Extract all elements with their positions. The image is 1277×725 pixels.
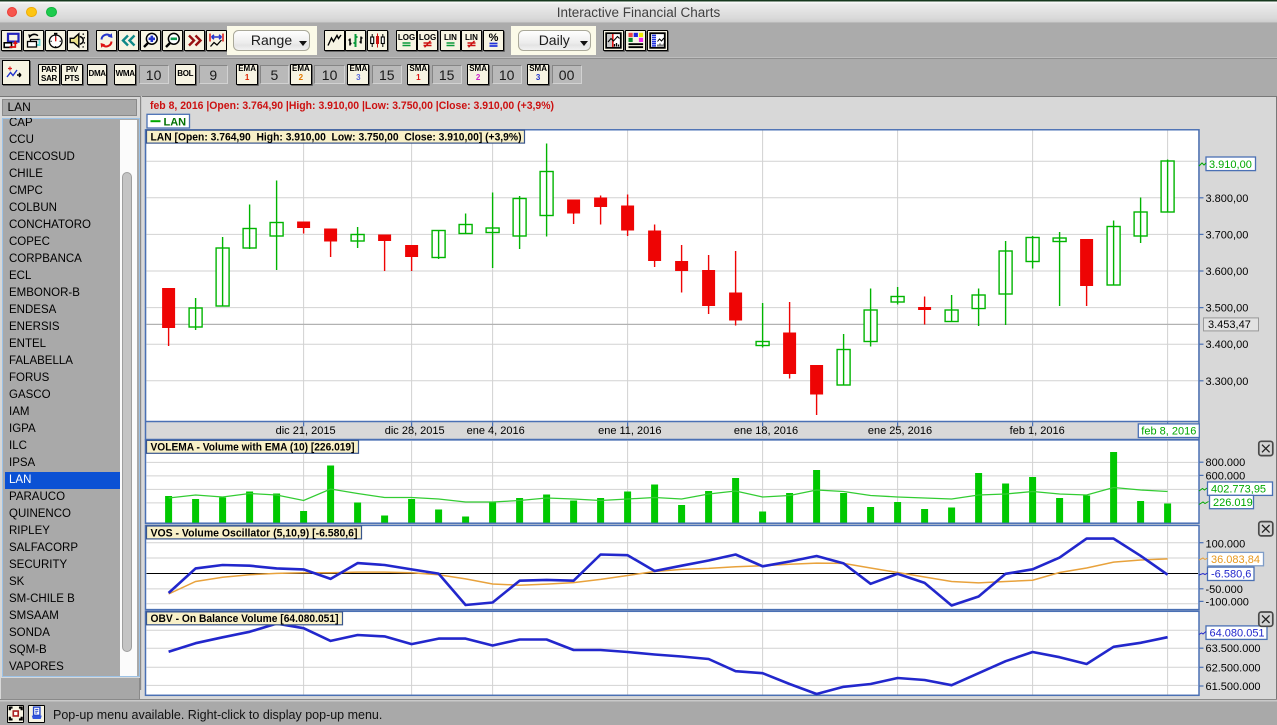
svg-text:dic 28, 2015: dic 28, 2015 [385,425,445,437]
svg-text:ene 4, 2016: ene 4, 2016 [467,425,525,437]
svg-text:3.600,00: 3.600,00 [1206,266,1249,278]
svg-text:VOS - Volume Oscillator (5,10,: VOS - Volume Oscillator (5,10,9) [-6.580… [151,527,358,539]
svg-text:VOLEMA - Volume with EMA (10): VOLEMA - Volume with EMA (10) [226.019] [151,442,355,454]
svg-text:226.019: 226.019 [1213,497,1253,509]
svg-text:100.000: 100.000 [1206,539,1246,551]
svg-text:feb 1, 2016: feb 1, 2016 [1010,425,1065,437]
svg-text:feb 8, 2016 |Open: 3.764,90 |H: feb 8, 2016 |Open: 3.764,90 |High: 3.910… [150,100,554,112]
svg-text:ene 18, 2016: ene 18, 2016 [734,425,798,437]
svg-text:LOG: LOG [419,33,436,42]
svg-text:LAN [Open: 3.764,90 High: 3.9: LAN [Open: 3.764,90 High: 3.910,00 Low: … [151,132,522,144]
svg-text:%: % [489,32,499,44]
svg-text:OBV - On Balance Volume [64.08: OBV - On Balance Volume [64.080.051] [151,613,339,625]
svg-text:64.080.051: 64.080.051 [1210,628,1265,640]
svg-text:LIN: LIN [465,33,478,42]
svg-text:3.700,00: 3.700,00 [1206,229,1249,241]
svg-text:600.000: 600.000 [1206,470,1246,482]
svg-text:dic 21, 2015: dic 21, 2015 [276,425,336,437]
svg-text:3.400,00: 3.400,00 [1206,339,1249,351]
svg-text:3.453,47: 3.453,47 [1208,319,1251,331]
svg-text:63.500.000: 63.500.000 [1206,643,1261,655]
svg-text:ene 25, 2016: ene 25, 2016 [868,425,932,437]
svg-text:3.800,00: 3.800,00 [1206,193,1249,205]
svg-text:61.500.000: 61.500.000 [1206,681,1261,693]
svg-text:3.300,00: 3.300,00 [1206,376,1249,388]
svg-text:3.910,00: 3.910,00 [1209,159,1252,171]
svg-text:800.000: 800.000 [1206,457,1246,469]
svg-text:62.500.000: 62.500.000 [1206,662,1261,674]
svg-text:-50.000: -50.000 [1206,584,1243,596]
svg-text:-6.580,6: -6.580,6 [1211,569,1251,581]
svg-text:3.500,00: 3.500,00 [1206,303,1249,315]
svg-text:402.773,95: 402.773,95 [1211,484,1266,496]
svg-text:LAN: LAN [164,117,187,129]
svg-text:LIN: LIN [444,33,457,42]
svg-text:LOG: LOG [398,33,415,42]
svg-text:-100.000: -100.000 [1206,596,1249,608]
svg-text:feb 8, 2016: feb 8, 2016 [1141,426,1196,438]
svg-text:36.083,84: 36.083,84 [1211,554,1260,566]
svg-text:ene 11, 2016: ene 11, 2016 [598,425,661,437]
